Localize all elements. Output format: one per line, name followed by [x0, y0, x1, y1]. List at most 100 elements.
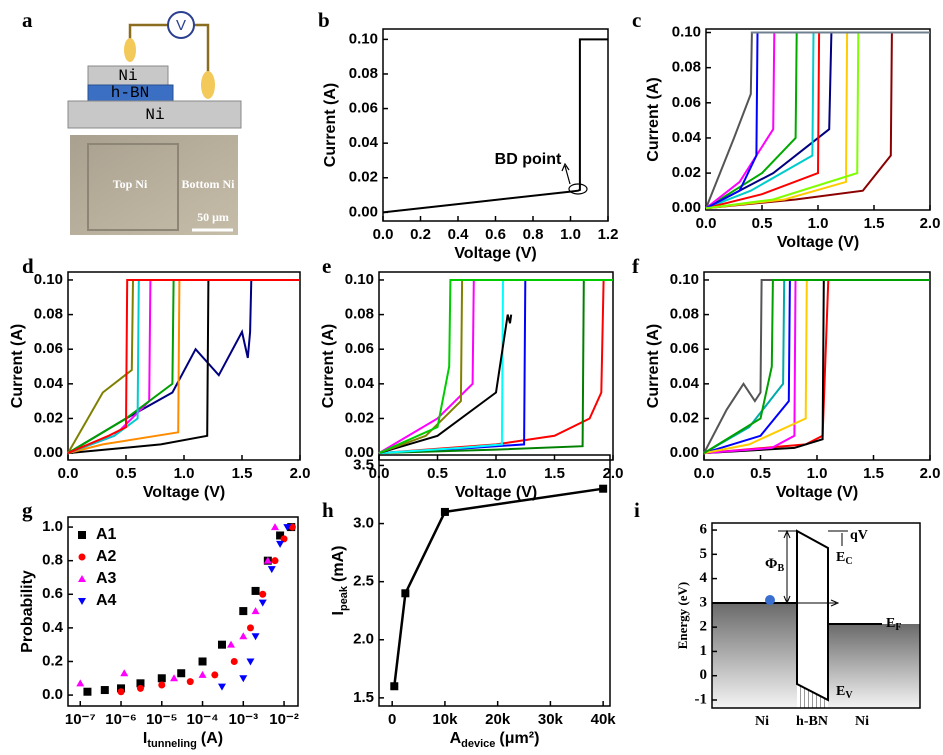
x-tick-label: 0.0: [58, 465, 79, 482]
y-tick-label: 0.00: [34, 444, 63, 461]
panel-a: a V Ni h-BN Ni Top Ni Bottom Ni 50 μm: [22, 8, 242, 235]
y-tick-label: 0.6: [42, 585, 63, 602]
y-tick-label: 3.5: [353, 456, 374, 473]
y-tick-label: 4: [700, 570, 708, 586]
axis-label-part: (A): [201, 730, 223, 747]
plot-frame: [711, 522, 921, 709]
series-line: [378, 279, 613, 454]
axis-label: Current (A): [9, 324, 26, 408]
x-tick-label: 20k: [485, 711, 511, 728]
material-label: Ni: [855, 714, 869, 729]
x-tick-label: 1.0: [807, 465, 828, 482]
plot-frame: [67, 516, 299, 707]
y-tick-label: 0.04: [345, 375, 375, 392]
series-line: [378, 279, 613, 455]
marker: [76, 679, 85, 687]
x-tick-label: 10⁻⁷: [65, 711, 96, 728]
x-tick-label: 2.0: [920, 465, 941, 482]
plot-frame: [382, 28, 609, 222]
marker: [170, 674, 179, 682]
marker: [157, 674, 166, 683]
y-tick-label: 1: [700, 643, 708, 659]
annotation: B: [777, 563, 784, 574]
x-tick-label: 0.4: [448, 226, 470, 243]
y-tick-label: 0.10: [345, 271, 374, 288]
axis-label: Ipeak (mA): [330, 546, 350, 616]
x-tick-label: 10⁻³: [228, 711, 258, 728]
y-tick-label: 0.08: [349, 65, 378, 82]
photo: [70, 135, 238, 235]
panel-label: b: [318, 8, 330, 32]
legend-label: A2: [96, 548, 117, 565]
probe: [201, 71, 215, 99]
annotation: C: [845, 556, 852, 567]
axis-label: Voltage (V): [143, 484, 225, 501]
marker: [230, 657, 238, 665]
series-line: [378, 279, 613, 455]
axis-label-part: I: [143, 730, 147, 747]
annotation: E: [836, 550, 845, 565]
x-tick-label: 30k: [538, 711, 564, 728]
series-line: [67, 279, 300, 454]
axis-label: Voltage (V): [776, 484, 858, 501]
material-label: Ni: [755, 714, 769, 729]
y-tick-label: 0.00: [345, 444, 374, 461]
x-tick-label: 10⁻⁶: [105, 711, 137, 728]
y-tick-label: 0.10: [672, 23, 701, 40]
x-tick-label: 1.2: [598, 226, 619, 243]
voltmeter: [167, 11, 195, 39]
y-tick-label: 0.06: [672, 94, 701, 111]
plot-frame: [378, 454, 611, 707]
x-tick-label: 2.0: [603, 465, 624, 482]
marker: [263, 556, 272, 564]
y-tick-label: 3.0: [353, 515, 374, 532]
electrode: [87, 143, 179, 231]
x-tick-label: 0.5: [427, 465, 448, 482]
axis-label: Current (A): [645, 77, 662, 161]
marker: [251, 586, 260, 595]
axis-label: Voltage (V): [777, 234, 859, 251]
series-line: [703, 279, 930, 454]
panel-label: f: [632, 254, 640, 278]
legend-label: A1: [96, 526, 117, 543]
marker: [136, 684, 144, 692]
annotation: EV: [836, 684, 853, 701]
series-line: [703, 279, 930, 454]
x-tick-label: 2.0: [290, 465, 311, 482]
axis-label-part: tunneling: [147, 738, 197, 750]
x-tick-label: 0.5: [116, 465, 137, 482]
panel-label: d: [22, 254, 34, 278]
series-line: [67, 279, 300, 455]
panel-label: a: [22, 8, 33, 32]
marker: [177, 669, 186, 678]
y-tick-label: 0.10: [670, 271, 699, 288]
series-line: [67, 279, 300, 455]
marker: [401, 589, 410, 598]
marker: [390, 682, 399, 691]
series-line: [703, 279, 930, 455]
legend-marker: [78, 553, 86, 561]
x-tick-label: 10⁻²: [269, 711, 299, 728]
material-label: h-BN: [796, 714, 828, 729]
marker: [239, 675, 248, 683]
series-line: [703, 279, 930, 454]
y-tick-label: 0.10: [34, 271, 63, 288]
annotation: BD point: [495, 151, 562, 168]
marker: [271, 557, 279, 565]
y-tick-label: 0.00: [672, 199, 701, 216]
y-tick-label: 0.04: [672, 129, 702, 146]
y-tick-label: 0.06: [345, 340, 374, 357]
axis-label: Voltage (V): [454, 245, 536, 262]
y-tick-label: 0.02: [34, 409, 63, 426]
axis-label: Voltage (V): [455, 484, 537, 501]
x-tick-label: 0.6: [485, 226, 506, 243]
marker: [186, 678, 194, 686]
series-line: [67, 279, 300, 455]
panel-label: h: [322, 498, 334, 522]
marker: [258, 599, 267, 607]
axis-label: Current (A): [645, 324, 662, 408]
marker: [136, 679, 145, 688]
series-line: [378, 279, 613, 455]
y-tick-label: 0.04: [34, 375, 64, 392]
